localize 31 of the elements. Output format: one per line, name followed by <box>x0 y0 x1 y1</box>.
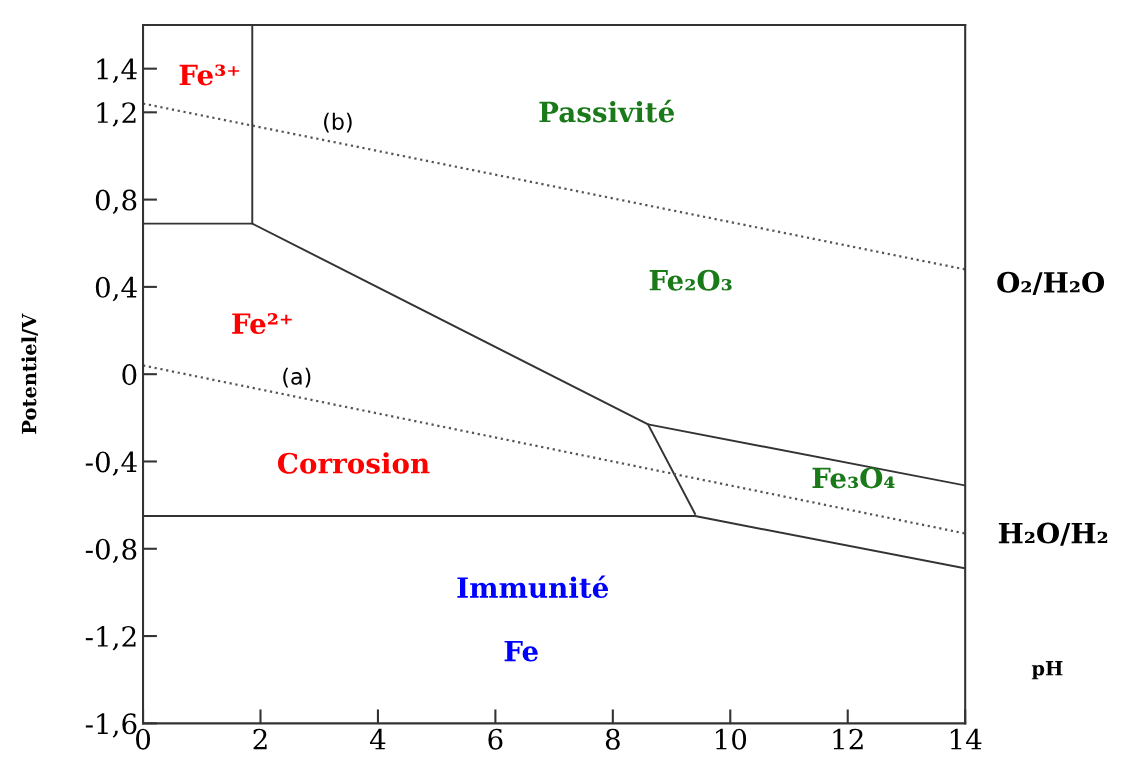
x-tick-label: 4 <box>369 728 386 750</box>
y-tick-label: -1,6 <box>85 713 137 738</box>
x-tick-label: 10 <box>716 728 747 750</box>
annotation: Corrosion <box>278 452 430 474</box>
x-tick-label: 14 <box>950 728 982 750</box>
x-tick-label: 6 <box>488 728 503 750</box>
annotation: Passivité <box>539 99 675 123</box>
y-tick-label: 0,4 <box>95 276 137 302</box>
annotation: Fe₂O₃ <box>649 269 732 291</box>
annotation: Immunité <box>457 575 609 599</box>
y-tick-label: -0,4 <box>85 451 137 476</box>
y-tick-label: 0,8 <box>95 189 137 214</box>
y-tick-label: 1,4 <box>97 58 137 84</box>
y-axis-title: Potentiel/V <box>21 313 38 434</box>
x-axis-title: pH <box>1031 661 1063 680</box>
text: H₂O/H₂ <box>998 522 1108 546</box>
text: O₂/H₂O <box>997 271 1105 296</box>
x-tick-label: 12 <box>833 728 863 750</box>
annotation: Fe₃O₄ <box>812 467 895 489</box>
x-tick-label: 2 <box>253 728 267 750</box>
y-tick-label: 1,2 <box>97 102 136 127</box>
x-tick-label: 0 <box>136 728 151 750</box>
annotation: Fe²⁺ <box>232 313 292 335</box>
x-tick-label: 8 <box>605 728 620 750</box>
annotation: (b) <box>324 112 352 133</box>
y-tick-label: -1,2 <box>85 626 136 651</box>
annotation: Fe³⁺ <box>179 64 240 86</box>
annotation: (a) <box>283 367 311 388</box>
annotation: Fe <box>504 640 538 662</box>
y-tick-label: -0,8 <box>85 538 137 564</box>
y-tick-label: 0 <box>122 364 137 386</box>
